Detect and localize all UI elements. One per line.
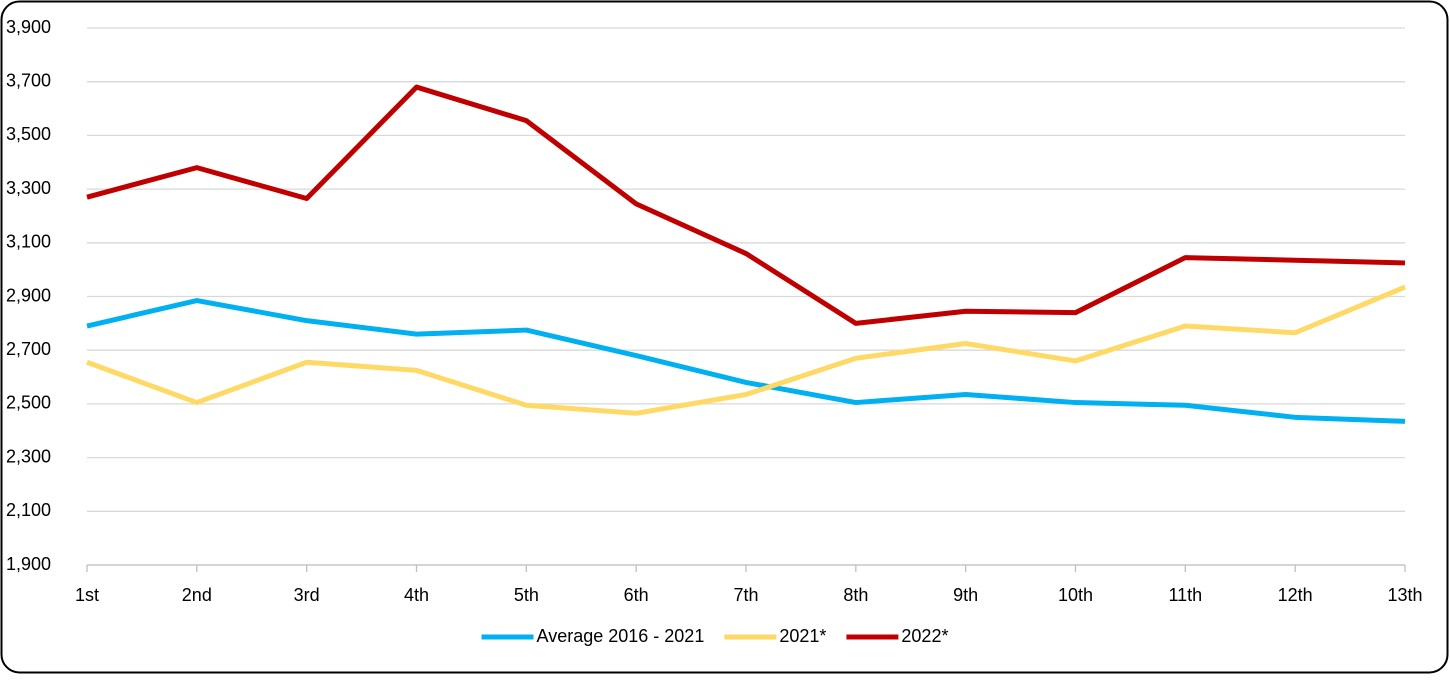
legend-label: 2021* [779,626,826,646]
x-tick-label: 5th [514,585,539,605]
x-tick-label: 11th [1168,585,1202,605]
x-tick-label: 7th [733,585,758,605]
y-tick-label: 3,900 [6,17,51,37]
x-tick-label: 10th [1058,585,1093,605]
x-tick-label: 8th [843,585,868,605]
y-tick-label: 3,500 [6,124,51,144]
x-tick-label: 6th [624,585,649,605]
x-tick-label: 1st [75,585,99,605]
y-tick-label: 2,100 [6,500,51,520]
series-line [86,84,1406,326]
x-tick-label: 9th [953,585,978,605]
legend-label: 2022* [901,626,948,646]
series-line [86,284,1406,416]
y-tick-label: 3,300 [6,178,51,198]
x-tick-label: 4th [404,585,429,605]
y-tick-label: 2,500 [6,393,51,413]
x-tick-label: 12th [1278,585,1313,605]
x-tick-label: 3rd [294,585,320,605]
y-tick-label: 2,300 [6,446,51,466]
y-tick-label: 3,100 [6,232,51,252]
x-tick-label: 2nd [182,585,212,605]
x-tick-label: 13th [1387,585,1422,605]
y-tick-label: 1,900 [6,554,51,574]
series-line [86,298,1406,424]
y-tick-label: 3,700 [6,70,51,90]
y-tick-label: 2,900 [6,285,51,305]
legend-label: Average 2016 - 2021 [537,626,705,646]
y-tick-label: 2,700 [6,339,51,359]
